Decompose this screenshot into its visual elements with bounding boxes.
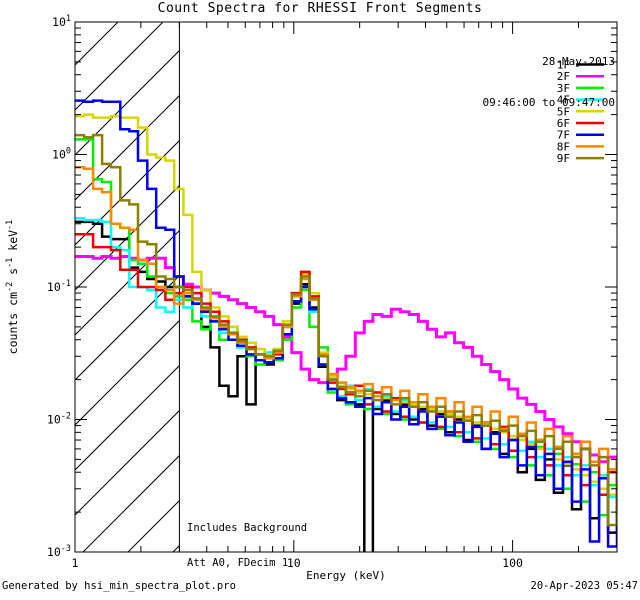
footer-generator: Generated by hsi_min_spectra_plot.pro — [2, 580, 236, 592]
plot-annotations: Includes Background Att A0, FDecim 1 — [187, 500, 307, 592]
annotation-attenuator: Att A0, FDecim 1 — [187, 556, 289, 569]
legend-label-9F: 9F — [557, 152, 570, 165]
plot-title: Count Spectra for RHESSI Front Segments — [157, 1, 483, 16]
series-curve-3F — [75, 138, 617, 525]
series-curve-9F — [75, 133, 617, 527]
legend-label-2F: 2F — [557, 70, 570, 83]
x-axis-label: Energy (keV) — [306, 569, 386, 582]
series-curve-7F — [75, 99, 617, 548]
y-tick-label: 100 — [52, 147, 71, 162]
x-tick-label: 10 — [287, 556, 301, 570]
legend-label-1F: 1F — [557, 59, 570, 72]
y-tick-label: 10-2 — [47, 412, 71, 427]
legend-label-6F: 6F — [557, 117, 570, 130]
footer-timestamp: 20-Apr-2023 05:47 — [530, 580, 638, 592]
x-tick-label: 100 — [502, 556, 523, 570]
x-tick-label: 1 — [72, 556, 79, 570]
annotation-background: Includes Background — [187, 522, 308, 534]
legend-label-3F: 3F — [557, 82, 570, 95]
axis-ticks — [74, 21, 618, 553]
legend-label-5F: 5F — [557, 105, 570, 118]
observation-time-range: 09:46:00 to 09:47:00 — [482, 95, 615, 109]
legend-label-8F: 8F — [557, 140, 570, 153]
legend-label-4F: 4F — [557, 94, 570, 107]
observation-date: 28-May-2013 — [542, 55, 615, 68]
spectra-curves — [75, 99, 617, 552]
legend-label-7F: 7F — [557, 129, 570, 142]
y-tick-label: 10-1 — [47, 279, 71, 294]
y-tick-label: 101 — [52, 14, 71, 29]
observation-times: 28-May-2013 09:46:00 to 09:47:00 — [483, 28, 615, 136]
y-axis-label: counts cm-2 s-1 keV-1 — [5, 220, 20, 355]
y-tick-label: 10-3 — [47, 544, 71, 559]
